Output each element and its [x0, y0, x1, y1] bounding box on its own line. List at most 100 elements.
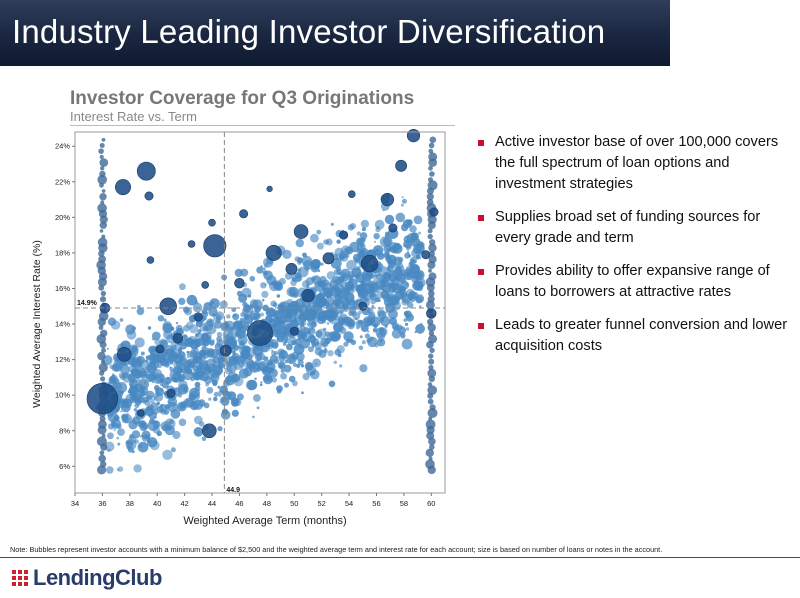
- data-bubble: [155, 344, 165, 354]
- bubble-dot: [283, 300, 288, 305]
- bubble-dot: [233, 398, 242, 407]
- bubble-dot: [320, 262, 324, 266]
- bubble-layer: [86, 128, 439, 475]
- bubble-dot: [349, 223, 357, 230]
- y-tick-label: 22%: [55, 177, 70, 186]
- bubble-dot: [209, 340, 215, 346]
- bubble-dot: [401, 338, 413, 350]
- bubble-dot: [245, 358, 254, 367]
- bubble-dot: [200, 373, 205, 378]
- bubble-dot: [336, 294, 340, 298]
- bubble-dot: [286, 298, 294, 307]
- bubble-dot: [393, 324, 399, 331]
- bubble-dot: [157, 432, 160, 436]
- bubble-chart: 44.9 14.9% 34 36 38 40 42 44 46 48 50 52 54 56 58 60 6% 8…: [31, 128, 446, 527]
- bubble-dot: [414, 277, 426, 289]
- bubble-dot: [234, 268, 243, 277]
- bubble-dot: [117, 442, 121, 446]
- bubble-dot: [134, 337, 145, 348]
- bubble-dot: [133, 464, 142, 473]
- plot-frame: [74, 131, 446, 494]
- bubble-dot: [411, 248, 422, 259]
- column-bubble: [428, 142, 435, 149]
- bubble-dot: [373, 233, 380, 240]
- data-bubble: [144, 191, 154, 201]
- bubble-dot: [218, 362, 225, 369]
- bubble-dot: [150, 371, 156, 378]
- data-bubble: [285, 262, 298, 275]
- bubble-dot: [310, 321, 317, 328]
- bubble-dot: [220, 397, 230, 406]
- bubble-dot: [129, 434, 134, 439]
- bubble-dot: [305, 362, 313, 370]
- bubble-dot: [381, 253, 385, 257]
- bubble-texture: [96, 136, 438, 475]
- y-tick-label: 16%: [55, 284, 70, 293]
- bubble-dot: [145, 355, 150, 360]
- bubble-dot: [244, 363, 251, 370]
- bubble-dot: [359, 335, 363, 339]
- bullet-square-icon: [478, 215, 484, 221]
- data-bubble: [239, 209, 249, 219]
- bubble-dot: [400, 333, 406, 339]
- bubble-dot: [374, 297, 380, 303]
- data-bubble: [421, 250, 431, 260]
- bubble-dot: [375, 227, 381, 233]
- bubble-dot: [261, 298, 265, 302]
- bubble-dot: [184, 337, 195, 347]
- x-tick-label: 36: [98, 499, 106, 508]
- bubble-dot: [392, 256, 403, 266]
- bubble-dot: [328, 291, 333, 297]
- bubble-dot: [210, 300, 215, 305]
- data-bubble: [193, 312, 203, 322]
- bubble-dot: [402, 219, 412, 229]
- column-bubble: [429, 171, 435, 177]
- column-bubble: [429, 136, 437, 144]
- bubble-dot: [154, 354, 158, 358]
- data-bubble: [146, 256, 155, 264]
- bubble-dot: [265, 307, 276, 318]
- bubble-dot: [244, 308, 249, 313]
- bubble-dot: [347, 290, 351, 294]
- bubble-dot: [140, 351, 145, 356]
- bubble-dot: [387, 273, 392, 278]
- bubble-dot: [370, 298, 377, 305]
- bubble-dot: [333, 269, 341, 276]
- bubble-dot: [391, 268, 403, 280]
- bubble-dot: [249, 310, 260, 320]
- bubble-dot: [359, 364, 368, 373]
- bubble-dot: [133, 418, 136, 421]
- bubble-dot: [229, 326, 235, 332]
- chart-subtitle: Interest Rate vs. Term: [70, 109, 197, 124]
- bubble-dot: [126, 412, 129, 416]
- column-bubble: [100, 166, 105, 171]
- bubble-dot: [284, 382, 289, 388]
- data-bubble: [234, 278, 245, 289]
- bubble-dot: [301, 391, 304, 395]
- bubble-dot: [154, 338, 161, 346]
- column-bubble: [428, 272, 437, 281]
- bubble-dot: [178, 351, 185, 358]
- bubble-dot: [186, 356, 189, 359]
- data-bubble: [380, 192, 395, 207]
- column-bubble: [97, 351, 106, 361]
- bubble-dot: [175, 371, 181, 377]
- bubble-dot: [136, 372, 141, 377]
- bubble-dot: [403, 244, 406, 247]
- bubble-dot: [175, 321, 179, 325]
- bubble-dot: [171, 349, 175, 354]
- bubble-dot: [186, 350, 190, 354]
- column-bubble: [99, 158, 109, 167]
- data-bubble: [115, 179, 132, 196]
- bubble-dot: [160, 360, 166, 366]
- column-bubble: [101, 347, 106, 353]
- bullet-item: Leads to greater funnel conversion and l…: [478, 315, 796, 357]
- bubble-dot: [403, 318, 408, 322]
- bubble-dot: [252, 299, 263, 310]
- bubble-dot: [373, 240, 377, 243]
- bubble-dot: [317, 316, 322, 321]
- bubble-dot: [139, 435, 143, 438]
- bubble-dot: [226, 336, 238, 348]
- data-bubble: [301, 289, 315, 303]
- bubble-dot: [411, 291, 419, 299]
